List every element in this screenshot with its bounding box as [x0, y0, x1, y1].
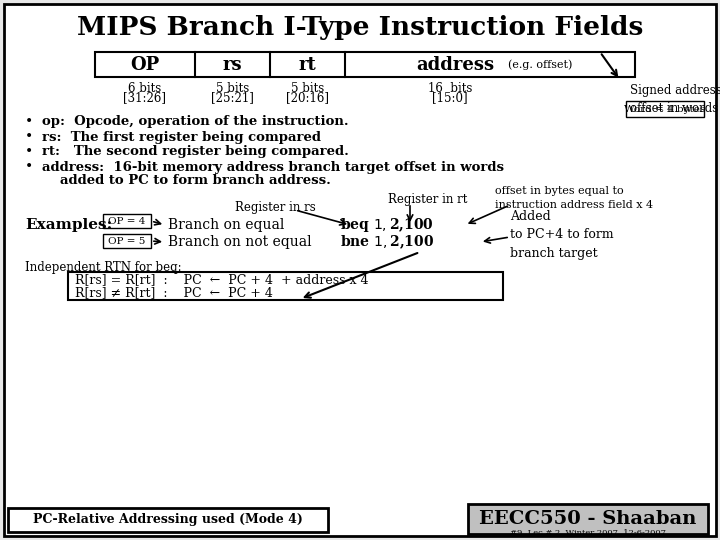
Bar — [68, 272, 503, 300]
Text: address: address — [416, 56, 494, 73]
Text: 5 bits: 5 bits — [216, 82, 249, 94]
Text: Branch on equal: Branch on equal — [168, 218, 284, 232]
Text: #9  Lec # 2  Winter 2007  12-6-2007: #9 Lec # 2 Winter 2007 12-6-2007 — [510, 529, 666, 537]
Bar — [8, 508, 328, 532]
Text: [15:0]: [15:0] — [432, 91, 468, 105]
Text: OP: OP — [130, 56, 160, 73]
Text: added to PC to form branch address.: added to PC to form branch address. — [60, 173, 331, 186]
Text: [25:21]: [25:21] — [211, 91, 254, 105]
Text: Register in rs: Register in rs — [235, 200, 316, 213]
Text: OP = 5: OP = 5 — [108, 237, 145, 246]
Text: 6 bits: 6 bits — [128, 82, 161, 94]
Text: rs:  The first register being compared: rs: The first register being compared — [42, 131, 321, 144]
Text: R[rs] ≠ R[rt]  :    PC  ←  PC + 4: R[rs] ≠ R[rt] : PC ← PC + 4 — [75, 287, 273, 300]
Text: OP = 4: OP = 4 — [108, 217, 145, 226]
Text: Word = 4 bytes: Word = 4 bytes — [624, 105, 706, 113]
Text: •: • — [25, 130, 33, 144]
Bar — [103, 214, 151, 228]
Text: •: • — [25, 115, 33, 129]
Bar — [468, 504, 708, 534]
Text: rt: rt — [299, 56, 316, 73]
Text: rs: rs — [222, 56, 243, 73]
Text: bne $1,$2,100: bne $1,$2,100 — [340, 233, 434, 251]
Text: [20:16]: [20:16] — [286, 91, 329, 105]
Text: PC-Relative Addressing used (Mode 4): PC-Relative Addressing used (Mode 4) — [33, 514, 303, 526]
Text: 5 bits: 5 bits — [291, 82, 324, 94]
Text: •: • — [25, 160, 33, 174]
Bar — [626, 101, 704, 117]
Text: Register in rt: Register in rt — [388, 193, 467, 206]
Bar — [103, 234, 151, 248]
Text: offset in bytes equal to
instruction address field x 4: offset in bytes equal to instruction add… — [495, 186, 653, 210]
Text: [31:26]: [31:26] — [124, 91, 166, 105]
Text: R[rs] = R[rt]  :    PC  ←  PC + 4  + address x 4: R[rs] = R[rt] : PC ← PC + 4 + address x … — [75, 273, 369, 287]
Text: Independent RTN for beq:: Independent RTN for beq: — [25, 260, 181, 273]
Text: Examples:: Examples: — [25, 218, 112, 232]
Text: Added
to PC+4 to form
branch target: Added to PC+4 to form branch target — [510, 211, 613, 260]
Text: op:  Opcode, operation of the instruction.: op: Opcode, operation of the instruction… — [42, 116, 348, 129]
Text: 16  bits: 16 bits — [428, 82, 472, 94]
Text: address:  16-bit memory address branch target offset in words: address: 16-bit memory address branch ta… — [42, 160, 504, 173]
Bar — [95, 52, 635, 77]
Text: rt:   The second register being compared.: rt: The second register being compared. — [42, 145, 349, 159]
Text: (e.g. offset): (e.g. offset) — [508, 59, 572, 70]
Text: Branch on not equal: Branch on not equal — [168, 235, 312, 249]
Text: Signed address
offset in words: Signed address offset in words — [630, 84, 720, 115]
Text: beq $1,$2,100: beq $1,$2,100 — [340, 216, 433, 234]
Text: •: • — [25, 145, 33, 159]
Text: MIPS Branch I-Type Instruction Fields: MIPS Branch I-Type Instruction Fields — [77, 16, 643, 40]
Text: EECC550 - Shaaban: EECC550 - Shaaban — [480, 510, 697, 528]
